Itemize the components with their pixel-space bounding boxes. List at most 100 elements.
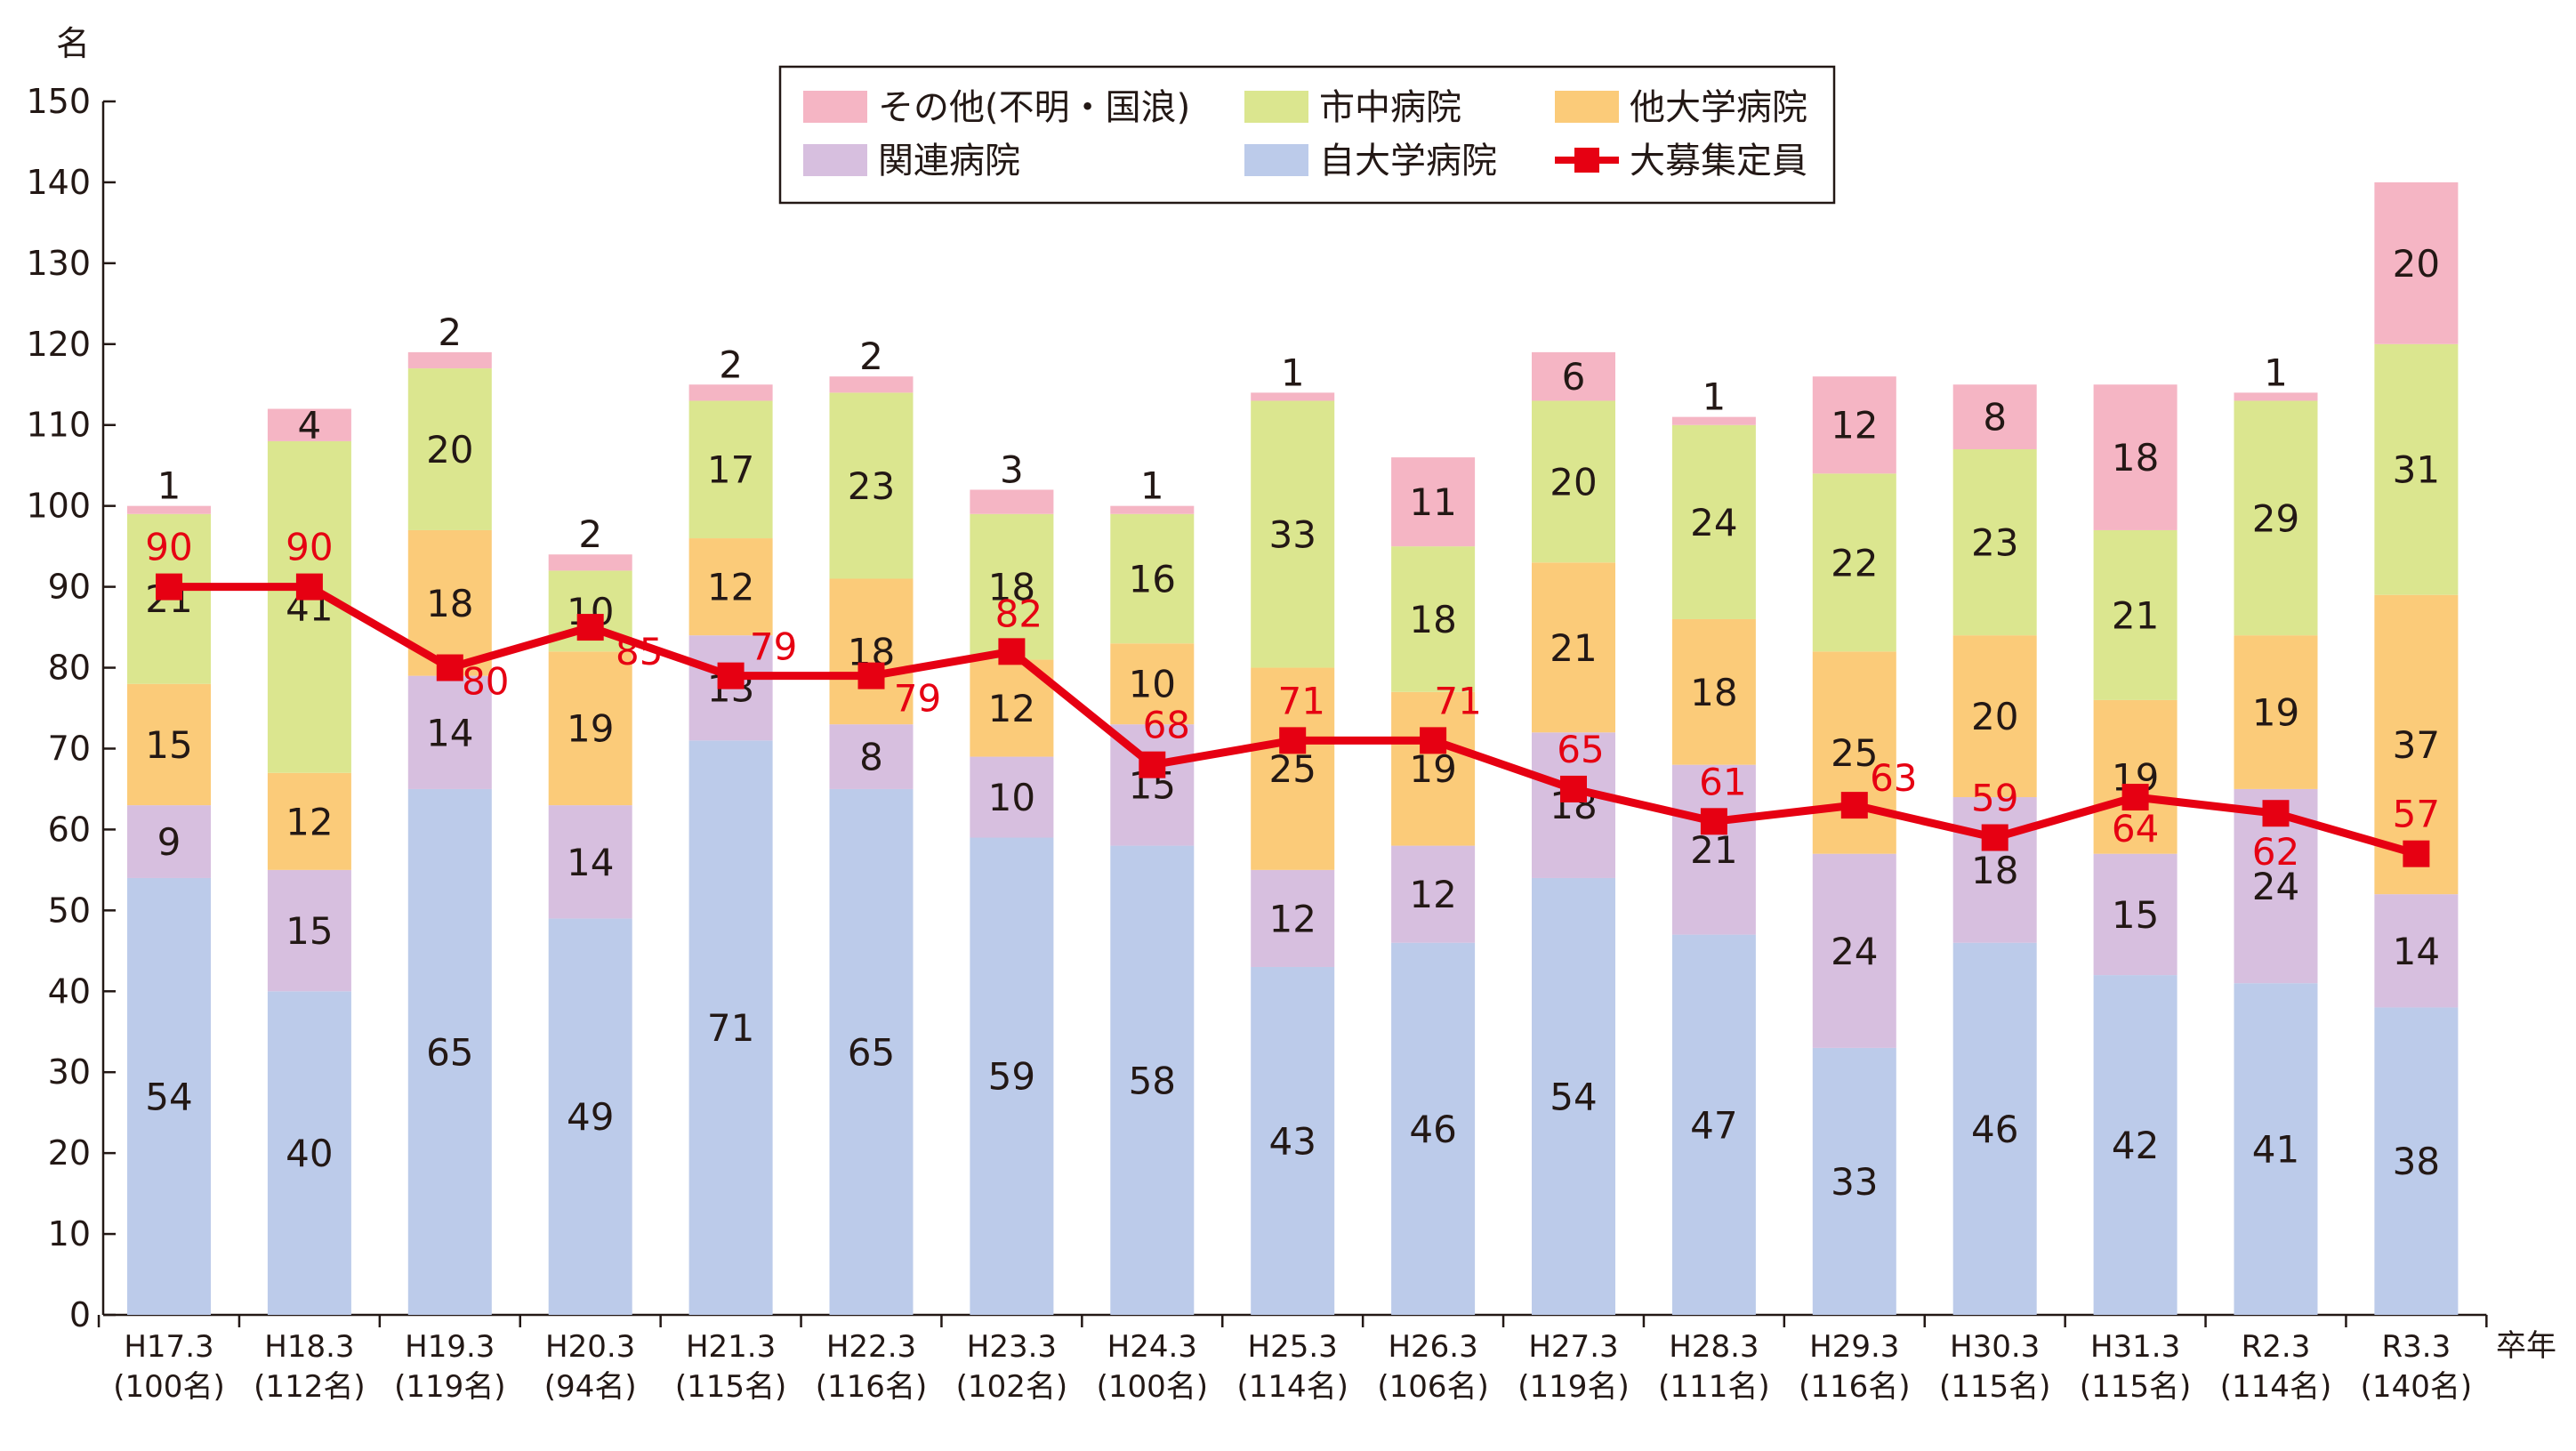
bar-value-label: 21 (1550, 626, 1597, 670)
line-value-label: 80 (462, 660, 509, 704)
x-axis-label: 卒年 (2496, 1328, 2556, 1364)
y-tick-label: 30 (48, 1052, 91, 1092)
bar-stack: 47 21 18 24 1 (1671, 375, 1756, 1315)
bar-segment-other (548, 554, 632, 571)
legend-box (778, 65, 1836, 205)
bar-value-label: 46 (1409, 1108, 1456, 1151)
x-tick-total-label: (115名) (1939, 1369, 2050, 1405)
bar-segment-other (1110, 505, 1195, 514)
legend-label: 関連病院 (878, 141, 1020, 181)
bar-segment-city (1671, 424, 1756, 619)
recruitment-line: 90 90 80 85 79 79 82 68 71 71 65 61 63 59 64 62 57 (145, 526, 2440, 875)
bar-value-label: 47 (1690, 1103, 1737, 1147)
x-tick-total-label: (119名) (1517, 1369, 1629, 1405)
bar-segment-affiliated (127, 805, 211, 878)
x-tick-total-label: (115名) (2080, 1369, 2191, 1405)
bar-value-label: 42 (2112, 1124, 2159, 1167)
bar-segment-other (2234, 392, 2318, 401)
line-value-label: 61 (1699, 760, 1746, 803)
x-axis: 卒年 H17.3 (100名) H18.3 (112名) H19.3 (119名) H20.3… (97, 1313, 2556, 1405)
x-tick-total-label: (115名) (675, 1369, 786, 1405)
bar-value-label: 15 (2112, 893, 2159, 937)
x-tick-total-label: (116名) (1799, 1369, 1910, 1405)
bar-value-label: 25 (1831, 731, 1878, 775)
bar-segment-affiliated (407, 675, 492, 789)
bar-value-label: 24 (1690, 501, 1737, 544)
y-tick-label: 100 (26, 487, 91, 526)
bar-value-label: 1 (157, 464, 181, 508)
bar-segment-other (407, 351, 492, 369)
bar-segment-affiliated (2374, 894, 2459, 1008)
bar-segment-other (1952, 384, 2037, 450)
bar-segment-other_univ (1251, 667, 1335, 870)
bar-segment-city (688, 400, 773, 539)
bar-value-label: 14 (567, 841, 614, 884)
x-tick-label: H19.3 (405, 1329, 495, 1365)
bar-value-label: 19 (1409, 747, 1456, 791)
y-tick-label: 70 (48, 729, 91, 768)
bar-segment-own (1671, 934, 1756, 1315)
bar-value-label: 2 (438, 310, 462, 354)
bar-segment-own (407, 788, 492, 1315)
bar-segment-own (1110, 845, 1195, 1315)
bar-segment-other (127, 505, 211, 514)
bar-value-label: 4 (298, 404, 322, 447)
bar-value-label: 49 (567, 1095, 614, 1139)
bar-value-label: 12 (988, 687, 1035, 730)
bar-segment-city (1391, 546, 1476, 692)
bar-segment-affiliated (267, 869, 351, 992)
x-tick-label: H26.3 (1388, 1329, 1477, 1365)
y-tick-label: 80 (48, 649, 91, 688)
bar-segment-city (2374, 343, 2459, 595)
bar-segment-own (970, 837, 1054, 1315)
x-tick-label: H22.3 (826, 1329, 916, 1365)
bar-value-label: 1 (1281, 351, 1305, 394)
bar-value-label: 12 (1268, 897, 1316, 940)
bar-value-label: 8 (1983, 396, 2007, 439)
bar-value-label: 14 (426, 711, 473, 754)
bar-stack: 54915211 (127, 464, 211, 1315)
bar-segment-own (267, 991, 351, 1315)
bar-segment-other (1532, 351, 1615, 401)
bar-value-label: 25 (1268, 747, 1316, 791)
bar-segment-own (2093, 975, 2178, 1315)
bar-segment-own (829, 788, 914, 1315)
bar-segment-other (1812, 376, 1896, 474)
bar-stack: 43 12 25 33 1 (1251, 351, 1335, 1315)
line-value-label: 65 (1557, 728, 1604, 771)
bar-stacks: 5491521140151241465141820249141910271131… (127, 181, 2459, 1315)
bar-value-label: 21 (2112, 593, 2159, 637)
y-tick-label: 60 (48, 810, 91, 849)
line-point (717, 662, 745, 689)
line-point (1840, 792, 1868, 819)
line-value-label: 71 (1277, 679, 1324, 722)
x-tick-total-label: (140名) (2361, 1369, 2472, 1405)
bar-value-label: 18 (426, 582, 473, 625)
bar-segment-other (970, 489, 1054, 514)
legend-item-city: 市中病院 (1244, 87, 1461, 128)
x-tick-total-label: (100名) (113, 1369, 224, 1405)
line-value-label: 79 (750, 625, 797, 669)
bar-segment-other (2093, 384, 2178, 530)
line-point (436, 654, 463, 681)
y-axis-label: 名 (56, 24, 90, 63)
bar-value-label: 20 (1971, 695, 2018, 738)
bar-segment-other (688, 384, 773, 401)
y-tick-label: 10 (48, 1214, 91, 1254)
x-tick-label: H18.3 (264, 1329, 354, 1365)
bar-segment-affiliated (1671, 764, 1756, 935)
bar-value-label: 11 (1409, 480, 1456, 524)
x-tick-label: H27.3 (1528, 1329, 1618, 1365)
bar-value-label: 1 (1703, 375, 1727, 419)
x-tick-label: H30.3 (1950, 1329, 2040, 1365)
legend-marker-swatch (1574, 148, 1599, 173)
bar-value-label: 6 (1562, 355, 1586, 399)
bar-segment-other (1251, 392, 1335, 401)
bar-value-label: 10 (988, 776, 1035, 819)
x-tick-label: H25.3 (1248, 1329, 1338, 1365)
y-tick-label: 110 (26, 406, 91, 445)
x-tick-total-label: (112名) (254, 1369, 365, 1405)
y-tick-label: 130 (26, 244, 91, 283)
x-tick-total-label: (114名) (1236, 1369, 1348, 1405)
